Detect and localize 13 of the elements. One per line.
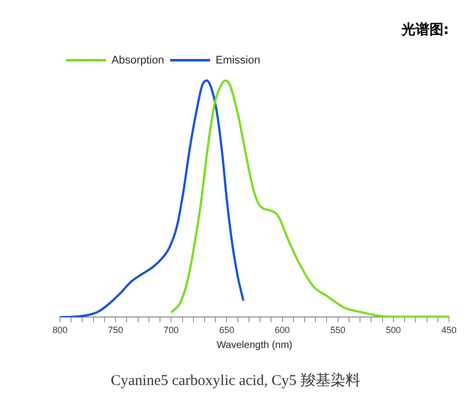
- x-tick-label: 450: [441, 325, 457, 336]
- text: Cyanine5 carboxylic acid, Cy5 羧基染料: [110, 372, 360, 389]
- chart-title: 光谱图:: [400, 21, 449, 38]
- x-tick-label: 550: [330, 325, 346, 336]
- legend-label: Emission: [216, 54, 260, 66]
- x-tick-label: 700: [164, 325, 179, 336]
- x-axis-title: Wavelength (nm): [216, 340, 292, 351]
- x-tick-label: 600: [274, 325, 290, 336]
- x-tick-label: 800: [52, 325, 68, 336]
- x-tick-label: 500: [386, 325, 401, 336]
- x-tick-label: 750: [108, 325, 124, 336]
- x-tick-label: 650: [219, 325, 234, 336]
- legend-label: Absorption: [112, 54, 164, 66]
